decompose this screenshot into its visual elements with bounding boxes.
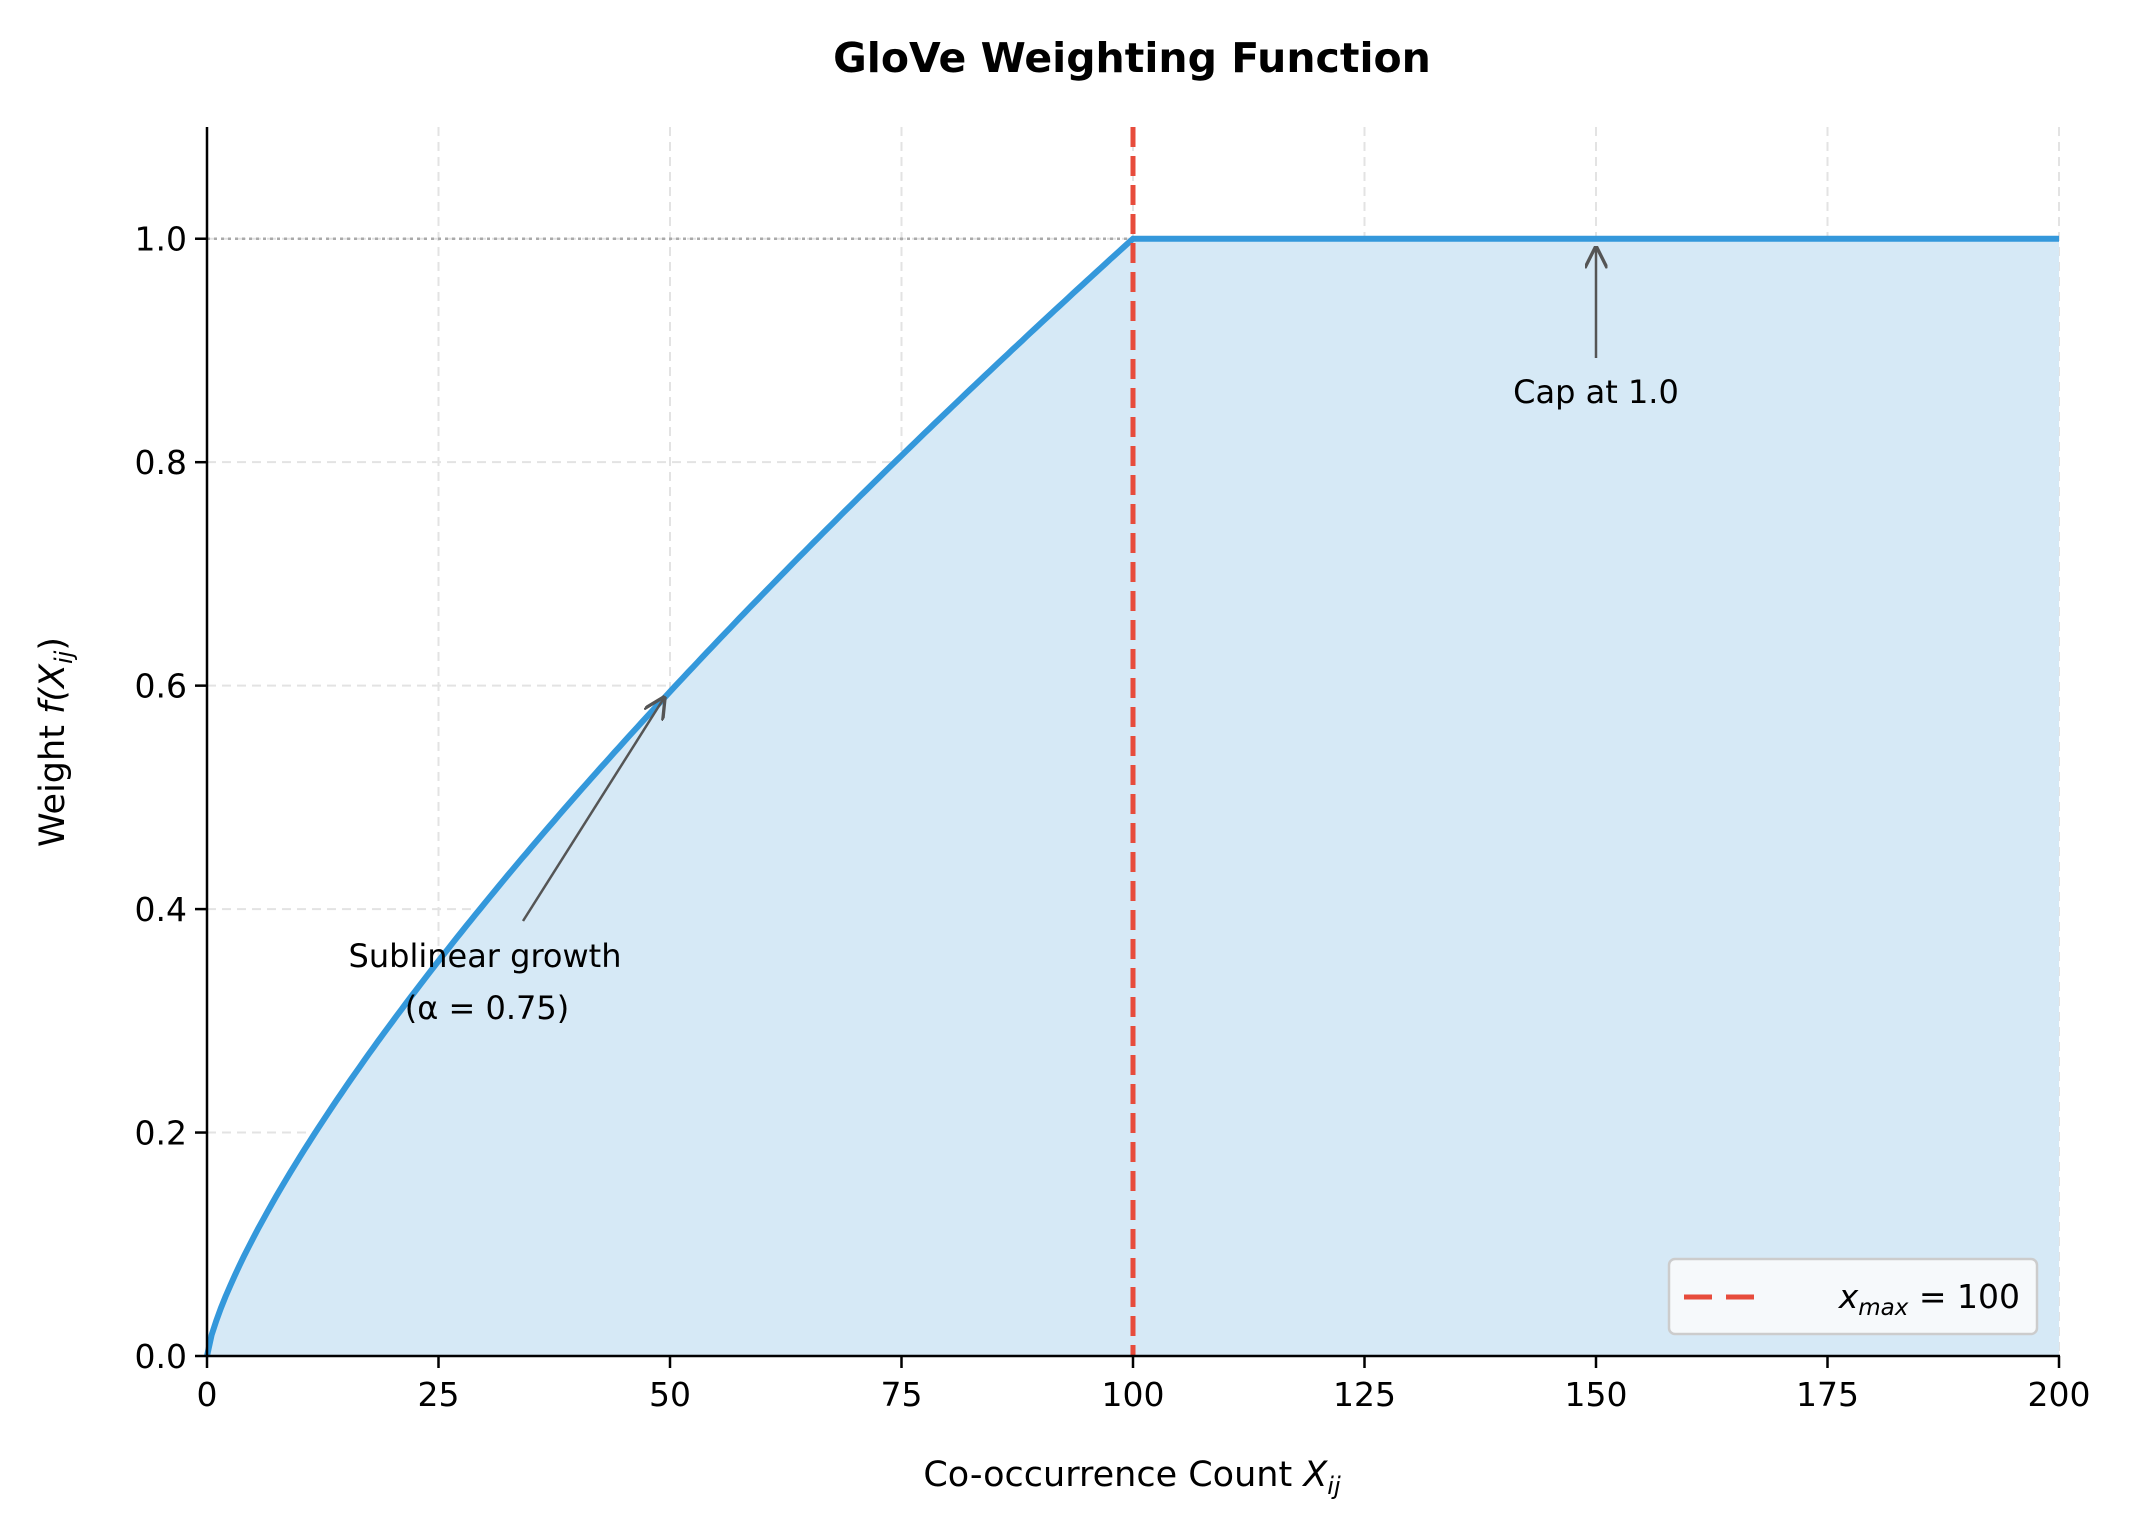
x-tick-label: 175 (1796, 1375, 1859, 1414)
x-tick-label: 125 (1333, 1375, 1396, 1414)
x-tick-label: 100 (1102, 1375, 1165, 1414)
annotation-sublinear-line1: Sublinear growth (349, 937, 622, 975)
y-tick-label: 0.4 (135, 890, 187, 929)
x-tick-label: 25 (418, 1375, 460, 1414)
chart-title: GloVe Weighting Function (833, 34, 1431, 82)
y-label-close: ) (33, 637, 73, 651)
legend-box (1667, 1257, 2039, 1336)
y-tick-label: 1.0 (135, 220, 187, 259)
x-tick-label: 150 (1565, 1375, 1628, 1414)
legend-label: xmax = 100 (1838, 1277, 2020, 1321)
y-tick-label: 0.2 (135, 1114, 187, 1153)
y-label-sub: ij (50, 650, 78, 664)
x-tick-label: 200 (2028, 1375, 2091, 1414)
legend-sub: max (1858, 1295, 1908, 1321)
legend-rest: = 100 (1908, 1277, 2020, 1316)
x-tick-label: 50 (649, 1375, 691, 1414)
y-tick-label: 0.6 (135, 667, 187, 706)
y-axis-label: Weight f(Xij) (33, 637, 78, 847)
y-tick-label: 0.8 (135, 443, 187, 482)
x-label-main: Co-occurrence Count (923, 1455, 1303, 1495)
x-label-var: X (1301, 1455, 1328, 1495)
y-tick-label: 0.0 (135, 1337, 187, 1376)
y-label-var: (X (33, 663, 73, 702)
legend-var: x (1838, 1277, 1859, 1316)
x-axis-label: Co-occurrence Count Xij (923, 1455, 1341, 1500)
weighting-curve (204, 235, 2059, 1357)
annotation-cap: Cap at 1.0 (1513, 373, 1679, 411)
x-label-sub: ij (1327, 1472, 1341, 1500)
legend: xmax = 100 (1667, 1257, 2039, 1336)
y-label-main: Weight (33, 714, 73, 847)
x-tick-label: 75 (881, 1375, 923, 1414)
annotation-sublinear-line2: (α = 0.75) (405, 989, 569, 1027)
sublinear-arrow (521, 698, 664, 922)
x-tick-label: 0 (197, 1375, 218, 1414)
